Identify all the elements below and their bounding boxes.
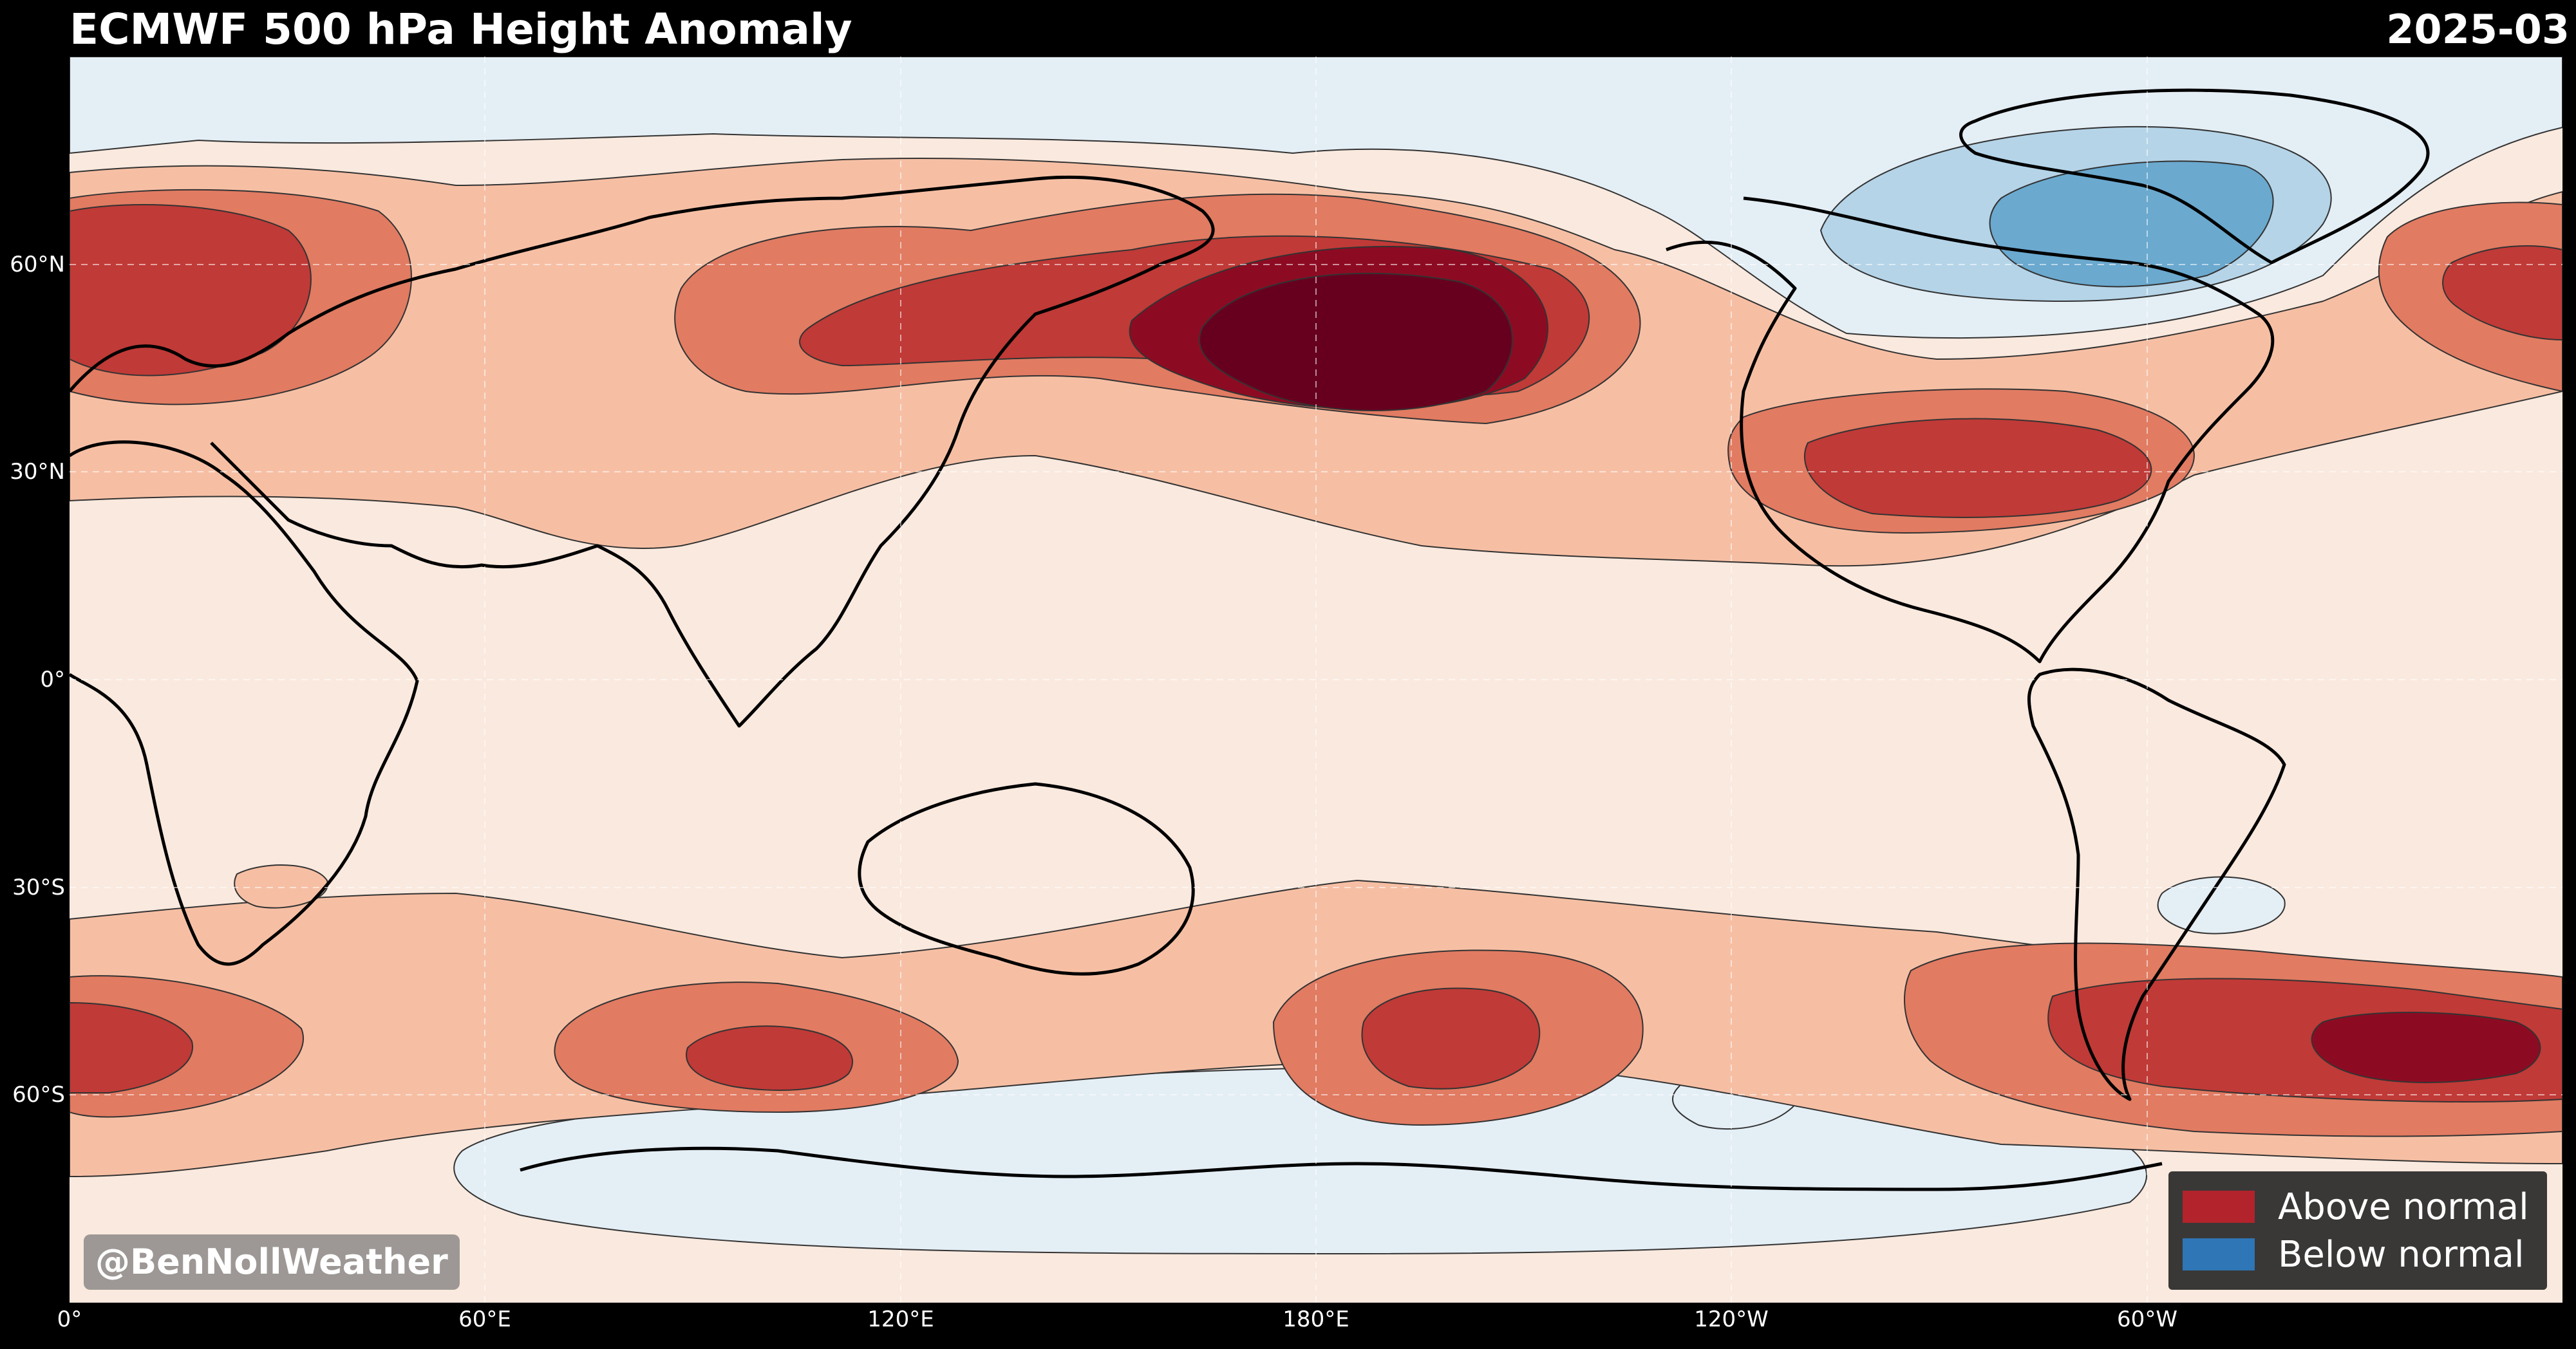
lon-label-180e: 180°E: [1283, 1307, 1349, 1332]
lon-label-120w: 120°W: [1694, 1307, 1769, 1332]
lon-label-60e: 60°E: [458, 1307, 511, 1332]
europe-dark: [70, 204, 312, 377]
legend-item-above: Above normal: [2183, 1186, 2529, 1228]
above-normal-regions: [70, 158, 2562, 1178]
sw-indian-dark: [70, 1001, 194, 1093]
legend-swatch-below: [2183, 1238, 2255, 1270]
lat-label-30s: 30°S: [12, 875, 65, 900]
legend-swatch-above: [2183, 1191, 2255, 1223]
lon-label-60w: 60°W: [2117, 1307, 2177, 1332]
sh-pacific-dark: [1361, 987, 1541, 1090]
south-america-negative: [2157, 876, 2286, 935]
sh-indian-dark: [686, 1025, 853, 1091]
sh-atlantic-darker: [2311, 1012, 2541, 1083]
greenland-outline: [1959, 88, 2430, 265]
lat-label-30n: 30°N: [10, 459, 65, 485]
eurasia-outline: [70, 175, 1215, 728]
legend: Above normal Below normal: [2168, 1171, 2547, 1290]
australia-outline: [858, 782, 1195, 976]
lat-label-60s: 60°S: [12, 1082, 65, 1108]
anomaly-map[interactable]: [70, 57, 2562, 1303]
pacific-darkest: [1199, 272, 1513, 411]
atlantic-dark: [2442, 245, 2562, 341]
below-normal-regions: [70, 57, 2562, 1255]
lat-label-0: 0°: [40, 667, 65, 693]
lon-label-0: 0°: [57, 1307, 82, 1332]
coastlines: [70, 88, 2430, 1191]
legend-label-above: Above normal: [2278, 1186, 2529, 1228]
lat-label-60n: 60°N: [10, 252, 65, 277]
legend-label-below: Below normal: [2278, 1233, 2524, 1276]
chart-title: ECMWF 500 hPa Height Anomaly: [70, 5, 852, 54]
antarctica-outline: [520, 1146, 2163, 1191]
us-dark: [1804, 418, 2152, 518]
forecast-month: 2025-03: [2386, 6, 2570, 53]
legend-item-below: Below normal: [2183, 1233, 2524, 1276]
graticule: [70, 57, 2562, 1303]
africa-outline: [70, 440, 419, 966]
south-america-outline: [2027, 667, 2286, 1101]
lon-label-120e: 120°E: [867, 1307, 934, 1332]
watermark: @BenNollWeather: [84, 1234, 460, 1290]
north-america-outline: [1666, 196, 2275, 664]
